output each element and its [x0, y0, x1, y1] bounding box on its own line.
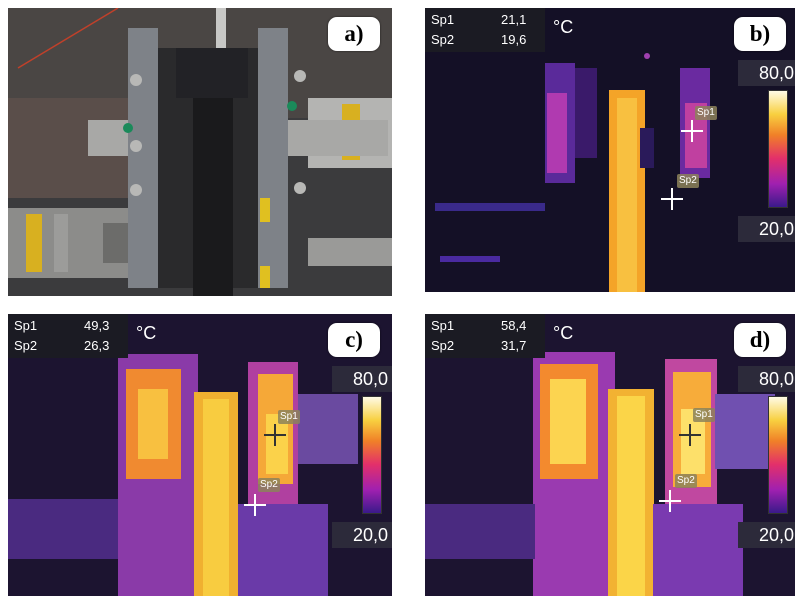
- color-scale-bar: [768, 396, 788, 514]
- photo-panel-a: a): [8, 8, 392, 296]
- panel-label-c: c): [328, 323, 380, 357]
- scale-max-label: 80,0: [332, 366, 392, 392]
- panel-label-d: d): [734, 323, 786, 357]
- scale-min-label: 20,0: [738, 216, 795, 242]
- thermal-panel-c: Sp1 49,3 Sp2 26,3 °C c) 80,0 20,0 Sp1 Sp…: [8, 314, 392, 596]
- temperature-unit: °C: [136, 323, 157, 343]
- spot-crosshair-sp1: [681, 120, 703, 142]
- spot-name: Sp1: [431, 318, 455, 333]
- spot-crosshair-sp2: [659, 490, 681, 512]
- panel-label-b: b): [734, 17, 786, 51]
- test-rig-photo: [8, 8, 392, 296]
- temperature-unit: °C: [553, 17, 574, 37]
- spot-value: 31,7: [501, 338, 527, 353]
- spot-value: 49,3: [84, 318, 110, 333]
- spot-marker-label-sp2: Sp2: [677, 174, 699, 188]
- spot-readout: Sp1 49,3 Sp2 26,3: [8, 314, 128, 358]
- spot-name: Sp2: [431, 32, 455, 47]
- spot-marker-label-sp1: Sp1: [693, 408, 715, 422]
- spot-name: Sp1: [431, 12, 455, 27]
- scale-min-label: 20,0: [738, 522, 795, 548]
- thermal-panel-d: Sp1 58,4 Sp2 31,7 °C d) 80,0 20,0 Sp1 Sp…: [425, 314, 795, 596]
- thermal-image-d: [425, 314, 795, 596]
- scale-max-label: 80,0: [738, 60, 795, 86]
- spot-name: Sp2: [431, 338, 455, 353]
- spot-crosshair-sp2: [244, 494, 266, 516]
- spot-readout: Sp1 58,4 Sp2 31,7: [425, 314, 545, 358]
- thermal-panel-b: Sp1 21,1 Sp2 19,6 °C b) 80,0 20,0 Sp1 Sp…: [425, 8, 795, 292]
- spot-readout: Sp1 21,1 Sp2 19,6: [425, 8, 545, 52]
- spot-name: Sp2: [14, 338, 38, 353]
- spot-marker-label-sp2: Sp2: [258, 478, 280, 492]
- spot-crosshair-sp2: [661, 188, 683, 210]
- spot-crosshair-sp1: [264, 424, 286, 446]
- spot-marker-label-sp2: Sp2: [675, 474, 697, 488]
- panel-label-a: a): [328, 17, 380, 51]
- spot-value: 58,4: [501, 318, 527, 333]
- spot-marker-label-sp1: Sp1: [695, 106, 717, 120]
- spot-value: 26,3: [84, 338, 110, 353]
- thermal-image-b: [425, 8, 795, 292]
- scale-max-label: 80,0: [738, 366, 795, 392]
- color-scale-bar: [768, 90, 788, 208]
- color-scale-bar: [362, 396, 382, 514]
- spot-marker-label-sp1: Sp1: [278, 410, 300, 424]
- thermal-image-c: [8, 314, 392, 596]
- spot-crosshair-sp1: [679, 424, 701, 446]
- temperature-unit: °C: [553, 323, 574, 343]
- spot-value: 19,6: [501, 32, 527, 47]
- spot-value: 21,1: [501, 12, 527, 27]
- spot-name: Sp1: [14, 318, 38, 333]
- scale-min-label: 20,0: [332, 522, 392, 548]
